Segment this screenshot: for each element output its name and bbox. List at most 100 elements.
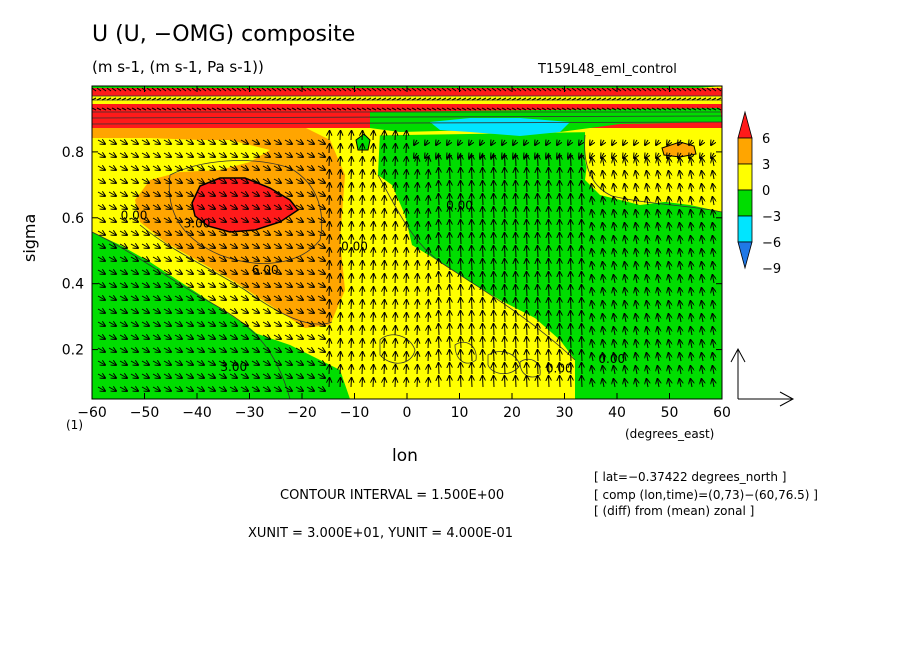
vector-arrow [366,97,372,101]
vector-arrow [119,387,127,391]
vector-arrow [702,353,704,362]
vector-arrow [603,210,605,219]
vector-arrow [306,361,314,365]
vector-arrow [286,107,292,111]
vector-arrow [316,107,322,111]
vector-arrow [450,233,451,245]
vector-arrow [439,363,440,375]
vector-arrow [151,107,157,111]
vector-arrow [119,231,127,235]
x-tick-label: 50 [661,405,679,421]
vector-arrow [669,249,671,258]
vector-arrow [221,87,227,92]
vector-arrow [119,244,127,248]
vector-arrow [317,270,325,274]
vector-arrow [273,322,281,326]
vector-arrow [486,97,492,101]
vector-arrow [207,166,215,170]
vector-arrow [329,157,330,167]
vector-arrow [560,194,561,206]
vector-arrow [130,192,138,196]
vector-arrow [395,144,396,154]
vector-arrow [108,309,116,313]
vector-arrow [538,207,539,219]
vector-arrow [641,107,647,111]
vector-arrow [691,223,693,232]
vector-arrow [218,205,226,209]
vector-arrow [666,107,672,111]
vector-arrow [481,87,487,92]
vector-arrow [560,259,561,271]
vector-arrow [181,97,187,101]
vector-arrow [680,223,682,232]
vector-arrow [284,205,292,209]
vector-arrow [130,140,138,144]
panel-number: (1) [66,418,83,432]
vector-arrow [395,209,396,219]
vector-arrow [691,301,693,310]
vector-arrow [466,97,472,101]
vector-arrow [516,207,517,219]
vector-arrow [119,322,127,326]
vector-arrow [101,107,107,111]
vector-arrow [676,87,682,92]
vector-arrow [174,283,182,287]
contour-label: 0.00 [446,199,473,213]
vector-arrow [384,248,385,258]
vector-arrow [336,97,342,101]
vector-arrow [340,365,341,375]
vector-arrow [494,194,495,206]
vector-arrow [141,218,149,222]
vector-arrow [185,374,193,378]
chart-title: U (U, −OMG) composite [92,22,356,47]
vector-arrow [576,87,582,92]
vector-arrow [295,192,303,196]
vector-arrow [163,374,171,378]
vector-arrow [711,97,717,101]
vector-arrow [439,285,440,297]
vector-arrow [527,285,528,297]
vector-arrow [221,97,227,101]
vector-arrow [152,205,160,209]
vector-arrow [229,335,237,339]
contour-label: 0.00 [341,240,368,254]
vector-arrow [351,261,352,271]
vector-arrow [251,309,259,313]
vector-arrow [560,168,561,180]
vector-arrow [273,192,281,196]
x-tick-label: 20 [503,405,521,421]
vector-arrow [551,87,557,92]
vector-arrow [461,337,462,349]
vector-arrow [163,309,171,313]
vector-arrow [527,311,528,323]
vector-arrow [351,378,352,388]
vector-arrow [571,246,572,258]
vector-arrow [317,348,325,352]
vector-arrow [185,205,193,209]
x-axis-label: lon [392,446,418,466]
vector-arrow [317,335,325,339]
vector-arrow [218,283,226,287]
vector-arrow [439,324,440,336]
vector-arrow [266,97,272,101]
vector-arrow [341,107,347,111]
vector-arrow [669,275,671,284]
vector-arrow [713,275,715,284]
vector-arrow [560,376,561,388]
vector-arrow [439,168,440,180]
vector-arrow [606,97,612,101]
vector-arrow [691,197,693,206]
vector-arrow [331,97,337,101]
contour-interval: CONTOUR INTERVAL = 1.500E+00 [280,488,505,503]
vector-arrow [571,337,572,349]
vector-arrow [636,97,642,101]
vector-arrow [218,361,226,365]
vector-arrow [291,97,297,101]
vector-arrow [505,181,506,193]
x-tick-label: 30 [556,405,574,421]
vector-arrow [373,235,374,245]
colorbar-segment [737,215,753,243]
vector-arrow [669,210,671,219]
vector-arrow [116,107,122,111]
vector-arrow [611,107,617,111]
